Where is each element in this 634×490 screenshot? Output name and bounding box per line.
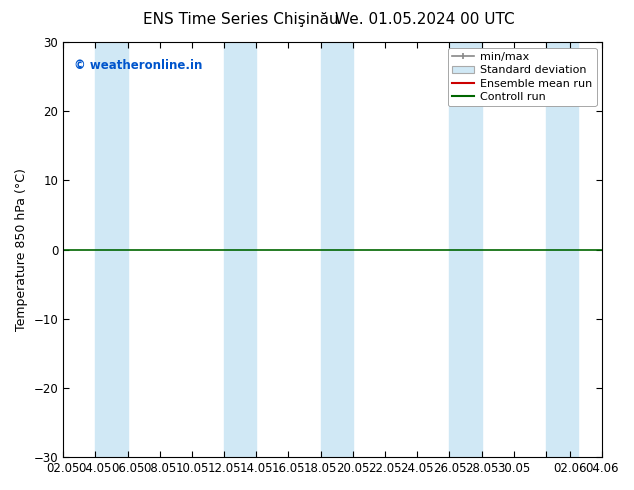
Text: ENS Time Series Chişinău: ENS Time Series Chişinău [143, 12, 339, 27]
Bar [95, 42, 127, 457]
Bar [224, 42, 256, 457]
Bar [321, 42, 353, 457]
Y-axis label: Temperature 850 hPa (°C): Temperature 850 hPa (°C) [15, 168, 28, 331]
Bar [450, 42, 482, 457]
Text: We. 01.05.2024 00 UTC: We. 01.05.2024 00 UTC [335, 12, 515, 27]
Legend: min/max, Standard deviation, Ensemble mean run, Controll run: min/max, Standard deviation, Ensemble me… [448, 48, 597, 106]
Bar [546, 42, 578, 457]
Text: © weatheronline.in: © weatheronline.in [74, 59, 202, 72]
